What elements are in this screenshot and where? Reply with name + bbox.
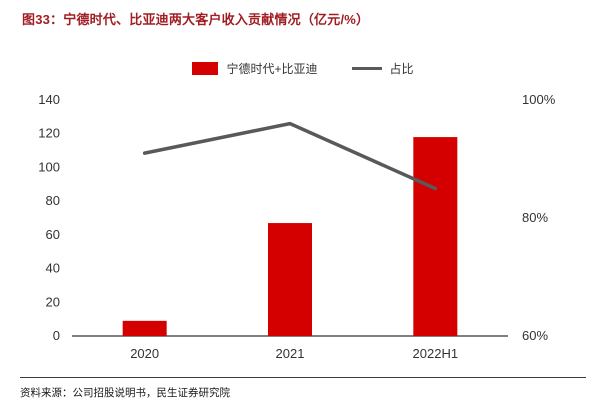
x-axis-label: 2021 [276,346,305,361]
bar [268,223,312,336]
left-axis-tick: 40 [46,261,60,276]
legend-item-bar: 宁德时代+比亚迪 [192,60,318,77]
legend-item-line: 占比 [351,60,414,77]
bar [122,320,167,336]
chart-svg: 0 20 40 60 80 100 120 140 60% 80% 100% 2020 2021 2022… [38,92,556,361]
ratio-line [142,121,438,191]
left-axis-tick: 60 [46,227,60,242]
left-axis-tick: 120 [38,126,60,141]
right-axis-tick: 80% [522,210,548,225]
bar-swatch-icon [192,62,219,75]
legend-label-line: 占比 [389,62,414,76]
right-axis-tick: 60% [522,328,548,343]
left-axis-tick: 140 [38,92,60,107]
chart-legend: 宁德时代+比亚迪 占比 [0,60,606,77]
source-text: 资料来源：公司招股说明书，民生证券研究院 [20,387,230,399]
chart-title: 图33：宁德时代、比亚迪两大客户收入贡献情况（亿元/%） [22,12,370,27]
source-note: 资料来源：公司招股说明书，民生证券研究院 [20,377,586,400]
x-axis-label: 2020 [130,346,159,361]
right-axis-tick: 100% [522,92,556,107]
x-axis-label: 2022H1 [413,346,459,361]
left-axis-tick: 100 [38,159,60,174]
legend-label-bar: 宁德时代+比亚迪 [226,62,318,76]
bar [413,137,458,336]
left-axis-tick: 80 [46,193,60,208]
left-axis-tick: 0 [53,328,60,343]
chart-plot-area: 0 20 40 60 80 100 120 140 60% 80% 100% 2020 2021 2022… [0,88,606,375]
left-axis-tick: 20 [46,294,60,309]
line-swatch-icon [351,67,382,70]
